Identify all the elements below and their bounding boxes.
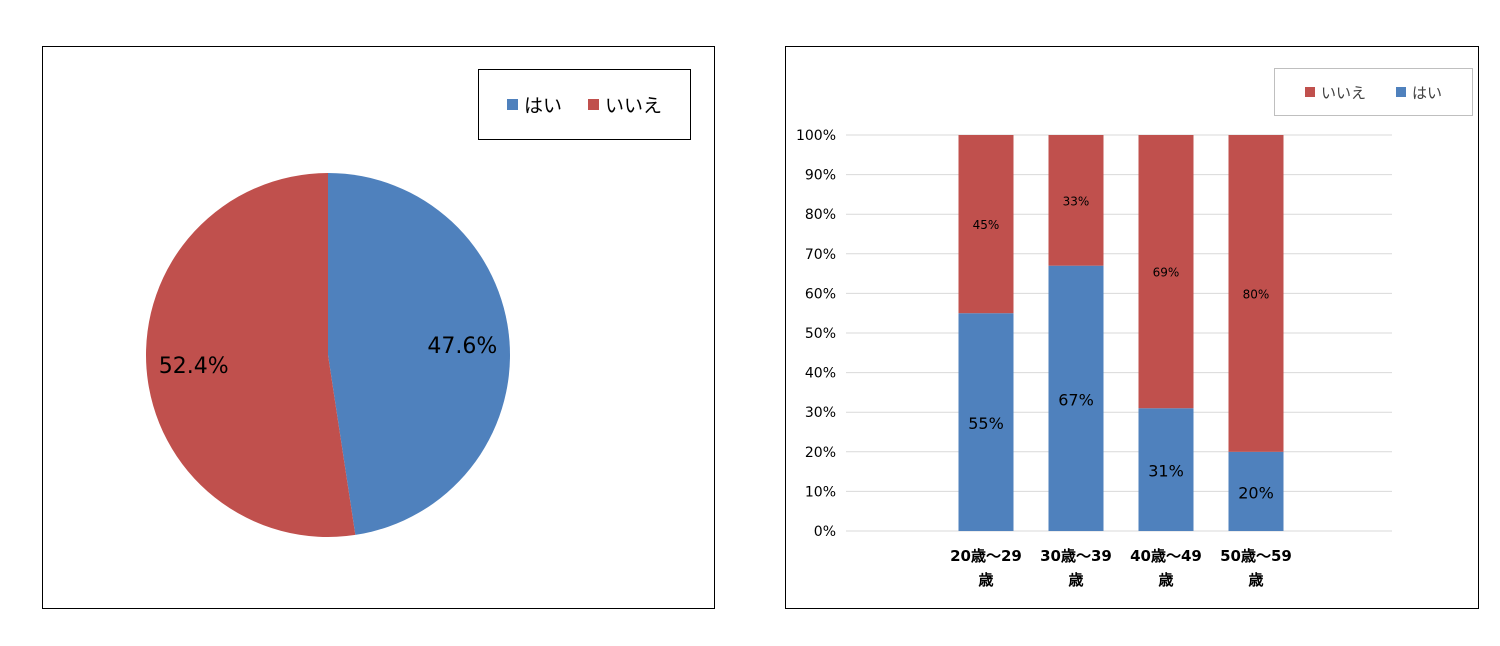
y-tick-label: 0% (814, 524, 836, 540)
legend-label-iie: いいえ (605, 95, 663, 117)
pie-chart-panel: はい いいえ 47.6% 52.4% (42, 46, 715, 609)
y-tick-label: 100% (796, 128, 836, 144)
bar-data-label-hai: 31% (1148, 462, 1184, 481)
legend-label-hai: はい (523, 95, 562, 117)
legend-swatch-hai (506, 99, 518, 110)
y-tick-label: 90% (805, 168, 836, 184)
bar-segment-iie (1228, 135, 1284, 452)
legend-item-hai: はい (1396, 82, 1442, 103)
pie-slice-label-hai: 47.6% (427, 334, 497, 359)
bar-data-label-iie: 33% (1063, 194, 1090, 208)
pie-slice-iie (145, 173, 356, 537)
bar-segment-iie (1138, 135, 1194, 409)
legend-swatch-hai (1396, 87, 1406, 97)
x-tick-label-line2: 歳 (1068, 571, 1083, 589)
x-tick-label: 40歳～49 (1130, 547, 1202, 565)
pie-chart-svg: 47.6% 52.4% (145, 173, 510, 537)
legend-swatch-iie (1304, 87, 1315, 97)
y-tick-label: 80% (805, 207, 836, 223)
x-tick-label: 50歳～59 (1220, 547, 1292, 565)
bar-data-label-iie: 45% (973, 218, 1000, 232)
legend-label-iie: いいえ (1320, 83, 1366, 102)
bar-segment-iie (1048, 135, 1104, 266)
bar-legend: いいえ はい (1274, 68, 1473, 116)
bar-data-label-hai: 20% (1238, 483, 1274, 502)
bar-data-label-hai: 67% (1058, 390, 1094, 409)
y-tick-label: 60% (805, 286, 836, 302)
y-tick-label: 30% (805, 405, 836, 421)
bar-segment-iie (958, 135, 1014, 314)
y-tick-label: 50% (805, 326, 836, 342)
legend-item-iie: いいえ (1304, 82, 1366, 103)
y-tick-label: 20% (805, 445, 836, 461)
x-tick-label: 30歳～39 (1040, 547, 1112, 565)
bar-segment-hai (1228, 451, 1284, 531)
x-tick-label-line2: 歳 (1248, 571, 1263, 589)
bar-data-label-hai: 55% (968, 414, 1004, 433)
bar-segment-hai (1138, 408, 1194, 531)
y-tick-label: 40% (805, 366, 836, 382)
bar-chart-svg: 0% 10% 20% 30% 40% 50% 60% 70% 80% 90% 100% 55% 45% 2… (796, 128, 1392, 589)
legend-label-hai: はい (1412, 83, 1443, 102)
pie-slice-label-iie: 52.4% (159, 354, 229, 379)
pie-legend: はい いいえ (478, 69, 691, 140)
pie-slice-hai (328, 173, 510, 535)
x-tick-label-line2: 歳 (978, 571, 993, 589)
y-tick-label: 70% (805, 247, 836, 263)
legend-item-hai: はい (506, 91, 562, 118)
x-tick-label-line2: 歳 (1158, 571, 1173, 589)
legend-item-iie: いいえ (588, 91, 662, 118)
x-tick-label: 20歳～29 (950, 547, 1022, 565)
legend-swatch-iie (588, 99, 599, 110)
bar-segment-hai (958, 313, 1014, 531)
bar-segment-hai (1048, 265, 1104, 531)
bar-chart-panel: いいえ はい 0% 10% 20% 30% 40% 50% 60% 70% 80% 90% 100%… (785, 46, 1479, 609)
bar-data-label-iie: 80% (1243, 287, 1270, 301)
bar-data-label-iie: 69% (1153, 266, 1180, 280)
y-tick-label: 10% (805, 484, 836, 500)
